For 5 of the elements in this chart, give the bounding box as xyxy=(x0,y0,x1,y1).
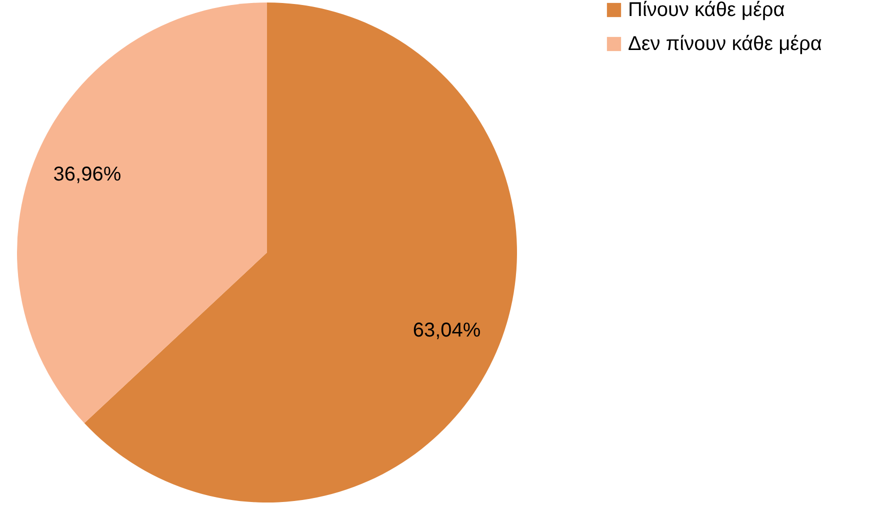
legend-label: Δεν πίνουν κάθε μέρα xyxy=(628,33,822,55)
legend-label: Πίνουν κάθε μέρα xyxy=(628,0,785,21)
pie-slice xyxy=(17,2,267,424)
data-label: 63,04% xyxy=(412,320,481,342)
data-label: 36,96% xyxy=(53,163,122,186)
